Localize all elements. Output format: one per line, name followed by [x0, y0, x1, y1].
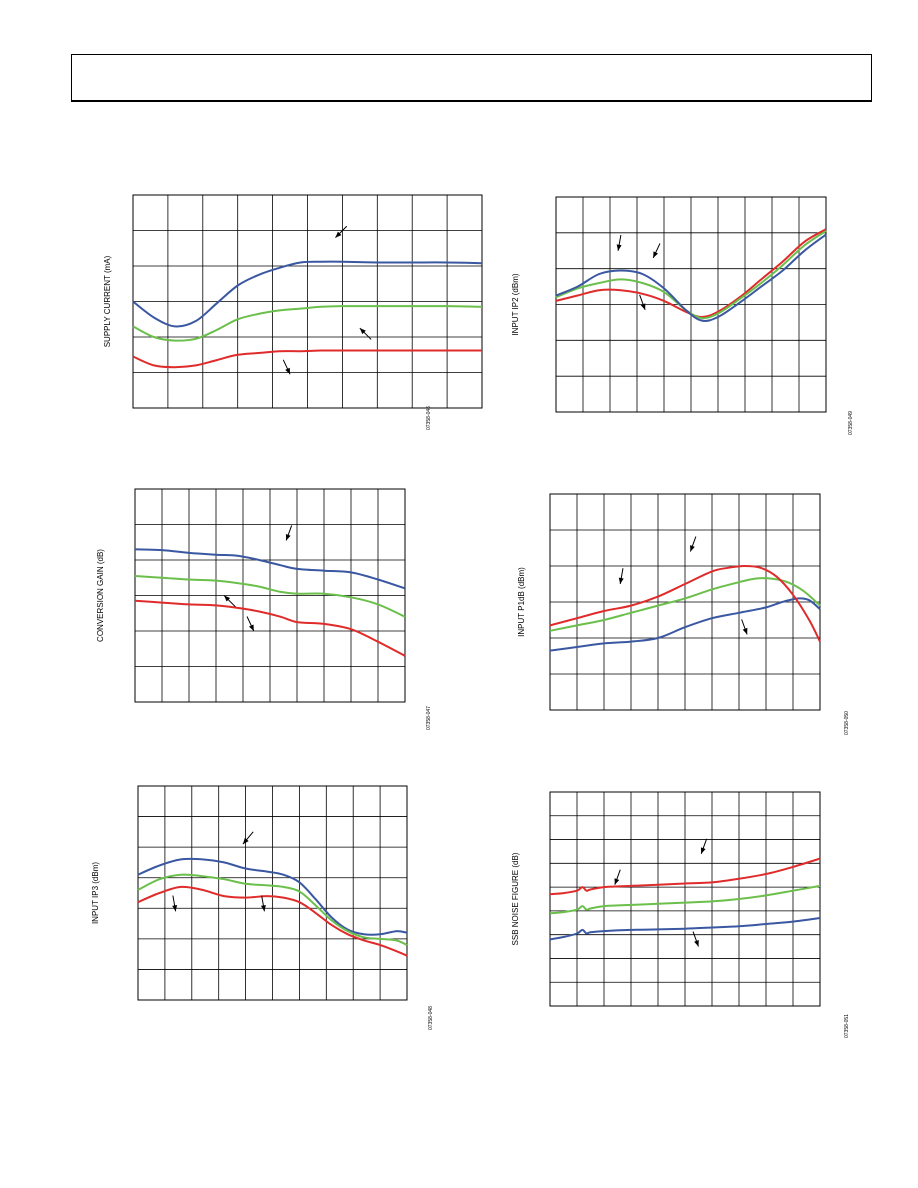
annotation-arrow: [285, 525, 293, 541]
arrow-head: [653, 251, 659, 258]
series-line-2: [549, 884, 821, 915]
series-line-3: [132, 349, 482, 369]
input-p1db-chart: INPUT P1dB (dBm) 07358-050: [517, 493, 850, 735]
arrow-head: [224, 595, 231, 602]
plot-frame: [549, 791, 821, 1007]
series-line-1: [137, 857, 408, 936]
arrow-head: [616, 244, 622, 251]
annotation-arrow: [242, 831, 254, 845]
series-line-1: [549, 597, 821, 652]
grid: [135, 489, 405, 702]
arrow-head: [742, 627, 748, 635]
series-line-2: [549, 577, 821, 632]
annotation-arrow: [614, 869, 621, 885]
annotation-arrow: [692, 931, 699, 947]
series-line-1: [132, 260, 483, 328]
annotation-arrow: [359, 327, 372, 340]
annotation-arrow: [282, 359, 291, 375]
conversion-gain-chart: CONVERSION GAIN (dB) 07358-047: [96, 488, 432, 730]
y-axis-label: SUPPLY CURRENT (mA): [103, 255, 112, 347]
arrow-head: [242, 837, 249, 845]
arrow-head: [700, 847, 706, 854]
annotation-arrow: [616, 234, 622, 251]
figure-id: 07358-049: [848, 411, 854, 435]
arrow-head: [285, 533, 291, 541]
annotation-arrow: [700, 838, 708, 854]
series-line-3: [555, 233, 827, 322]
arrow-head: [172, 904, 178, 912]
series-line-1: [549, 857, 821, 896]
plot-frame: [134, 488, 406, 703]
annotation-arrow: [639, 294, 646, 311]
plot-frame: [549, 493, 821, 711]
y-axis-label: INPUT IP3 (dBm): [91, 862, 100, 924]
y-axis-label: INPUT P1dB (dBm): [517, 567, 526, 637]
arrow-head: [614, 878, 620, 885]
arrow-head: [618, 577, 624, 584]
series-line-2: [137, 873, 408, 946]
series-line-3: [134, 599, 406, 657]
annotation-arrow: [689, 536, 697, 552]
y-axis-label: SSB NOISE FIGURE (dB): [511, 852, 520, 945]
annotation-arrow: [741, 619, 748, 635]
grid: [550, 792, 820, 1006]
annotation-arrow: [223, 595, 236, 608]
grid: [138, 786, 407, 1000]
y-axis-label: CONVERSION GAIN (dB): [96, 549, 105, 642]
supply-current-chart: SUPPLY CURRENT (mA) 07358-046: [103, 194, 483, 430]
series-line-3: [137, 885, 408, 957]
series-line-1: [134, 548, 406, 590]
figure-id: 07358-048: [428, 1006, 434, 1030]
grid: [133, 195, 482, 408]
y-axis-label: INPUT IP2 (dBm): [511, 273, 520, 335]
annotation-arrow: [618, 568, 624, 585]
arrow-head: [335, 231, 342, 238]
grid: [556, 197, 826, 412]
input-ip3-chart: INPUT IP3 (dBm) 07358-048: [91, 785, 434, 1030]
ssb-noise-figure-chart: SSB NOISE FIGURE (dB) 07358-051: [511, 791, 850, 1038]
arrow-head: [359, 328, 366, 335]
series-line-2: [555, 230, 827, 320]
arrow-head: [260, 904, 266, 912]
series-line-3: [549, 917, 821, 941]
figure-id: 07358-051: [844, 1014, 850, 1038]
arrow-head: [285, 367, 291, 375]
grid: [550, 494, 820, 710]
series-line-3: [549, 565, 821, 643]
series-line-2: [132, 305, 483, 342]
series-line-2: [134, 575, 406, 618]
plot-frame: [137, 785, 408, 1001]
annotation-arrow: [172, 895, 178, 912]
annotation-arrow: [335, 225, 348, 238]
arrow-head: [694, 940, 699, 947]
arrow-head: [248, 624, 254, 631]
page-header: [71, 54, 872, 102]
annotation-arrow: [260, 895, 266, 912]
figure-id: 07358-046: [426, 406, 432, 430]
input-ip2-chart: INPUT IP2 (dBm) 07358-049: [511, 196, 854, 435]
annotation-arrow: [652, 243, 661, 259]
plot-frame: [555, 196, 827, 413]
figure-id: 07358-047: [426, 706, 432, 730]
annotation-arrow: [246, 616, 255, 632]
figure-id: 07358-050: [844, 711, 850, 735]
arrow-head: [690, 545, 695, 552]
arrow-head: [640, 303, 646, 310]
